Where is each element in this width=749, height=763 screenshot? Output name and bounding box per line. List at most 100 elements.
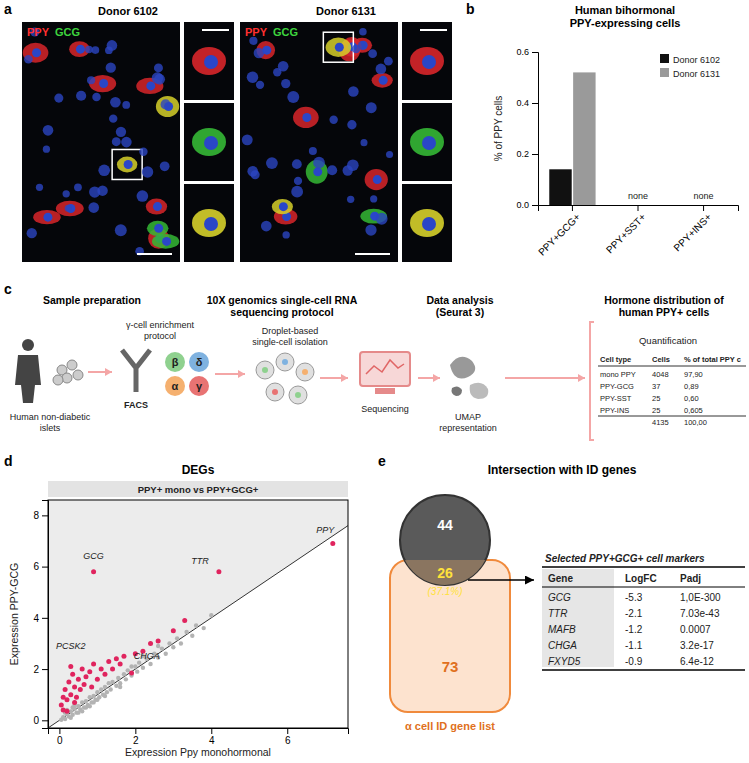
axis: PPY+GCG+PPY+SST+PPY+INS+ xyxy=(536,205,738,258)
nucleus xyxy=(313,167,322,176)
bar xyxy=(549,169,571,205)
cell xyxy=(272,199,293,214)
point xyxy=(164,652,168,656)
icon xyxy=(122,350,150,392)
nucleus xyxy=(98,164,110,176)
scale-bar xyxy=(420,29,447,31)
background xyxy=(48,500,348,728)
point xyxy=(121,654,126,659)
nucleus xyxy=(24,55,33,64)
icon xyxy=(73,370,83,380)
point xyxy=(64,709,69,714)
inset xyxy=(184,22,234,100)
header-bar xyxy=(48,481,348,497)
nucleus xyxy=(76,91,86,101)
table-shade xyxy=(542,569,614,667)
point xyxy=(167,641,171,645)
table-rule xyxy=(598,366,746,367)
point xyxy=(148,641,153,646)
step-label: Droplet-based xyxy=(262,326,319,336)
table-cell: 0,89 xyxy=(684,382,699,391)
tick-mark xyxy=(532,103,538,104)
tick-label: 0.0 xyxy=(516,200,529,210)
nucleus xyxy=(154,224,163,233)
point xyxy=(80,700,84,704)
gene-label: GCG xyxy=(83,551,104,561)
plot-frame xyxy=(48,500,348,728)
image-title: Donor 6102 xyxy=(98,5,158,17)
cell xyxy=(192,47,226,75)
cell-type: γ xyxy=(196,380,203,392)
image-title: Donor 6131 xyxy=(316,5,376,17)
tick-label: 0 xyxy=(33,715,39,726)
droplet-cell xyxy=(272,389,278,395)
nucleus xyxy=(287,91,299,103)
point xyxy=(103,694,107,698)
point xyxy=(201,626,205,630)
gene-label: TTR xyxy=(191,556,209,566)
point xyxy=(95,677,100,682)
point xyxy=(330,541,335,546)
table-cell: 4048 xyxy=(652,370,669,379)
cell xyxy=(410,47,444,75)
cell xyxy=(365,169,388,190)
nucleus xyxy=(161,99,171,109)
step-label: UMAP xyxy=(455,412,481,422)
heading: 10X genomics single-cell RNA xyxy=(207,294,358,306)
stain-label: GCG xyxy=(55,26,80,38)
point xyxy=(89,685,94,690)
venn-set xyxy=(400,495,490,585)
icon xyxy=(67,360,77,370)
point xyxy=(135,669,139,673)
point xyxy=(110,667,115,672)
tick-mark xyxy=(59,728,60,734)
nucleus xyxy=(294,177,302,185)
legend-label: Donor 6131 xyxy=(673,69,720,79)
micrograph xyxy=(240,22,452,262)
nucleus xyxy=(359,28,367,36)
nucleus xyxy=(384,57,393,66)
tick-mark xyxy=(42,669,48,670)
inset xyxy=(184,184,234,262)
point xyxy=(118,661,123,666)
gene-label: CHGA xyxy=(134,651,160,661)
tick: 0 xyxy=(33,715,48,726)
table-cell: -2.1 xyxy=(625,608,643,619)
nucleus xyxy=(162,237,171,246)
point xyxy=(95,698,99,702)
table-cell: CHGA xyxy=(548,640,577,651)
table-header: Cells xyxy=(652,355,670,364)
table-cell: 97,90 xyxy=(684,370,703,379)
nucleus xyxy=(139,148,147,156)
tick-mark xyxy=(135,728,136,734)
point xyxy=(83,674,88,679)
venn-count: 26 xyxy=(437,565,453,581)
tick-mark xyxy=(42,515,48,516)
table-cell: 0.0007 xyxy=(680,624,711,635)
cell-icon xyxy=(189,352,209,372)
stain-label: PPY xyxy=(245,26,268,38)
point xyxy=(76,677,81,682)
nucleus xyxy=(27,228,37,238)
annotation: none xyxy=(694,191,714,201)
axis-title: Expression PPY-GCG xyxy=(8,563,20,665)
point xyxy=(102,672,107,677)
tick-label: 0.6 xyxy=(516,47,529,57)
nucleus xyxy=(122,101,130,109)
nucleus xyxy=(366,102,377,113)
point xyxy=(141,666,145,670)
nucleus xyxy=(313,157,325,169)
inset-box xyxy=(323,32,353,62)
table-cell: mono PPY xyxy=(600,370,636,379)
point xyxy=(182,618,187,623)
nucleus xyxy=(368,49,377,58)
table-header: LogFC xyxy=(625,573,657,584)
nucleus xyxy=(137,190,149,202)
droplet xyxy=(266,383,284,401)
tick-mark xyxy=(638,205,639,211)
axis: 0.00.20.40.6 xyxy=(516,47,538,210)
monitor xyxy=(360,352,410,386)
table-cell: GCG xyxy=(548,592,571,603)
tick: 0.4 xyxy=(516,98,538,108)
step-label: single-cell isolation xyxy=(252,337,328,347)
